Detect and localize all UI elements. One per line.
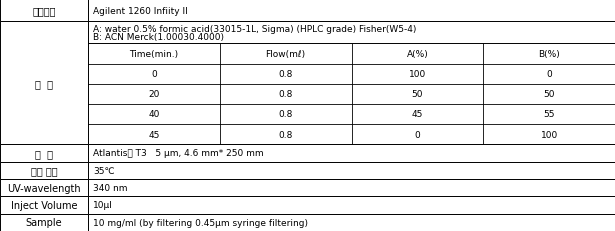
Text: 340 nm: 340 nm [93,183,127,192]
Text: 0.8: 0.8 [279,90,293,99]
Text: 35℃: 35℃ [93,166,114,175]
Bar [0,196,88,214]
Bar [88,162,615,179]
Text: A: water 0.5% formic acid(33015-1L, Sigma) (HPLC grade) Fisher(W5-4): A: water 0.5% formic acid(33015-1L, Sigm… [93,25,416,34]
Text: 45: 45 [411,110,423,119]
Bar [88,196,615,214]
Text: 40: 40 [148,110,159,119]
Text: B(%): B(%) [538,50,560,59]
Text: A(%): A(%) [407,50,428,59]
Bar [0,22,88,145]
Bar [0,162,88,179]
Text: 45: 45 [148,130,159,139]
Bar [88,0,615,22]
Text: 0.8: 0.8 [279,130,293,139]
Text: AtlantisⓉ T3   5 μm, 4.6 mm* 250 mm: AtlantisⓉ T3 5 μm, 4.6 mm* 250 mm [93,149,264,158]
Text: 55: 55 [544,110,555,119]
Bar [88,22,615,145]
Bar [88,145,615,162]
Text: Agilent 1260 Infiity II: Agilent 1260 Infiity II [93,7,188,16]
Text: 50: 50 [411,90,423,99]
Text: Sample: Sample [26,217,62,227]
Text: B: ACN Merck(1.00030.4000): B: ACN Merck(1.00030.4000) [93,33,224,42]
Text: 0: 0 [415,130,420,139]
Bar [0,145,88,162]
Text: UV-wavelength: UV-wavelength [7,183,81,193]
Text: 0: 0 [546,70,552,79]
Text: 분석장비: 분석장비 [32,6,56,16]
Bar [0,214,88,231]
Text: 0.8: 0.8 [279,110,293,119]
Text: Flow(mℓ): Flow(mℓ) [266,50,306,59]
Text: 100: 100 [541,130,558,139]
Text: Inject Volume: Inject Volume [10,200,77,210]
Text: Time(min.): Time(min.) [129,50,178,59]
Text: 용  매: 용 매 [35,79,53,88]
Bar [0,0,88,22]
Text: 20: 20 [148,90,159,99]
Text: 칼  렇: 칼 렇 [35,148,53,158]
Text: 0.8: 0.8 [279,70,293,79]
Text: 10 mg/ml (by filtering 0.45μm syringe filtering): 10 mg/ml (by filtering 0.45μm syringe fi… [93,218,308,227]
Bar [0,179,88,196]
Text: 100: 100 [409,70,426,79]
Text: 칼럼 온도: 칼럼 온도 [31,165,57,175]
Text: 50: 50 [544,90,555,99]
Bar [88,179,615,196]
Bar [88,214,615,231]
Text: 0: 0 [151,70,157,79]
Text: 10μl: 10μl [93,201,113,210]
